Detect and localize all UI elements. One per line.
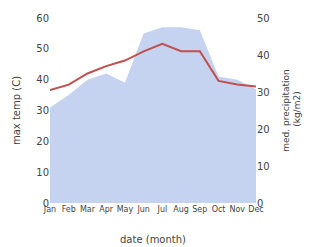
svg-text:Nov: Nov <box>229 205 245 214</box>
svg-text:20: 20 <box>257 124 270 135</box>
svg-text:Aug: Aug <box>173 205 189 214</box>
svg-text:Apr: Apr <box>99 205 114 214</box>
svg-text:60: 60 <box>36 13 49 24</box>
svg-text:10: 10 <box>257 161 270 172</box>
svg-text:10: 10 <box>36 167 49 178</box>
svg-text:max temp (C): max temp (C) <box>11 76 22 145</box>
svg-text:May: May <box>117 205 134 214</box>
svg-text:Jun: Jun <box>136 205 150 214</box>
svg-text:50: 50 <box>257 13 270 24</box>
svg-text:Dec: Dec <box>248 205 263 214</box>
svg-text:med. precipitation (kg/m2): med. precipitation (kg/m2) <box>281 69 303 151</box>
svg-text:40: 40 <box>257 50 270 61</box>
svg-text:0: 0 <box>43 198 49 209</box>
svg-text:Sep: Sep <box>192 205 207 214</box>
svg-text:date (month): date (month) <box>120 234 186 245</box>
svg-text:Jul: Jul <box>157 205 168 214</box>
svg-text:40: 40 <box>36 74 49 85</box>
svg-text:Mar: Mar <box>80 205 96 214</box>
svg-text:Jan: Jan <box>43 205 56 214</box>
svg-text:50: 50 <box>36 43 49 54</box>
svg-text:Feb: Feb <box>62 205 76 214</box>
svg-text:30: 30 <box>36 105 49 116</box>
svg-text:20: 20 <box>36 136 49 147</box>
svg-text:30: 30 <box>257 87 270 98</box>
svg-text:0: 0 <box>257 198 263 209</box>
svg-text:Oct: Oct <box>212 205 226 214</box>
